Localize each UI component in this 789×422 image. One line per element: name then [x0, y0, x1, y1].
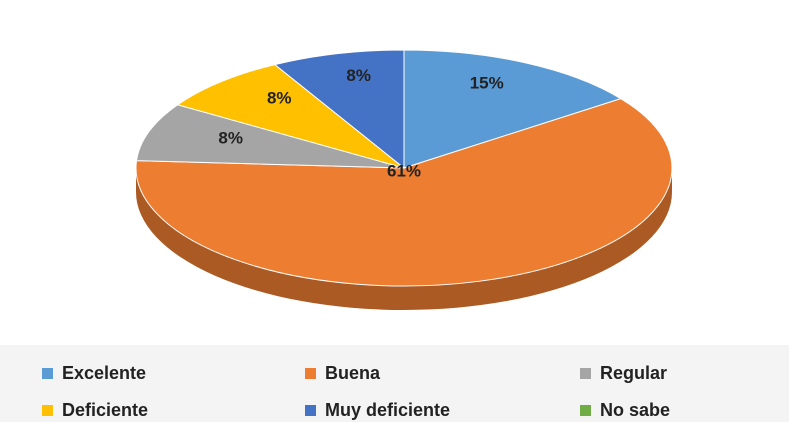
legend-swatch: [305, 368, 316, 379]
legend-swatch: [580, 405, 591, 416]
data-label: 61%: [387, 161, 421, 180]
data-label: 15%: [470, 73, 504, 92]
data-label: 8%: [267, 89, 292, 108]
slice: [135, 104, 405, 169]
slice-side: [136, 168, 672, 310]
legend-label: Excelente: [62, 363, 146, 383]
legend-label: Muy deficiente: [325, 400, 450, 420]
slice: [135, 98, 673, 287]
legend-swatch: [42, 368, 53, 379]
legend-swatch: [580, 368, 591, 379]
legend-label: Regular: [600, 363, 667, 383]
slice: [273, 49, 405, 170]
legend-label: Deficiente: [62, 400, 148, 420]
data-label: 8%: [218, 128, 243, 147]
slice: [403, 49, 623, 169]
slice: [176, 64, 405, 169]
legend-label: No sabe: [600, 400, 670, 420]
legend-label: Buena: [325, 363, 381, 383]
legend-swatch: [305, 405, 316, 416]
data-label: 8%: [346, 66, 371, 85]
legend-background: [0, 345, 789, 422]
legend-swatch: [42, 405, 53, 416]
